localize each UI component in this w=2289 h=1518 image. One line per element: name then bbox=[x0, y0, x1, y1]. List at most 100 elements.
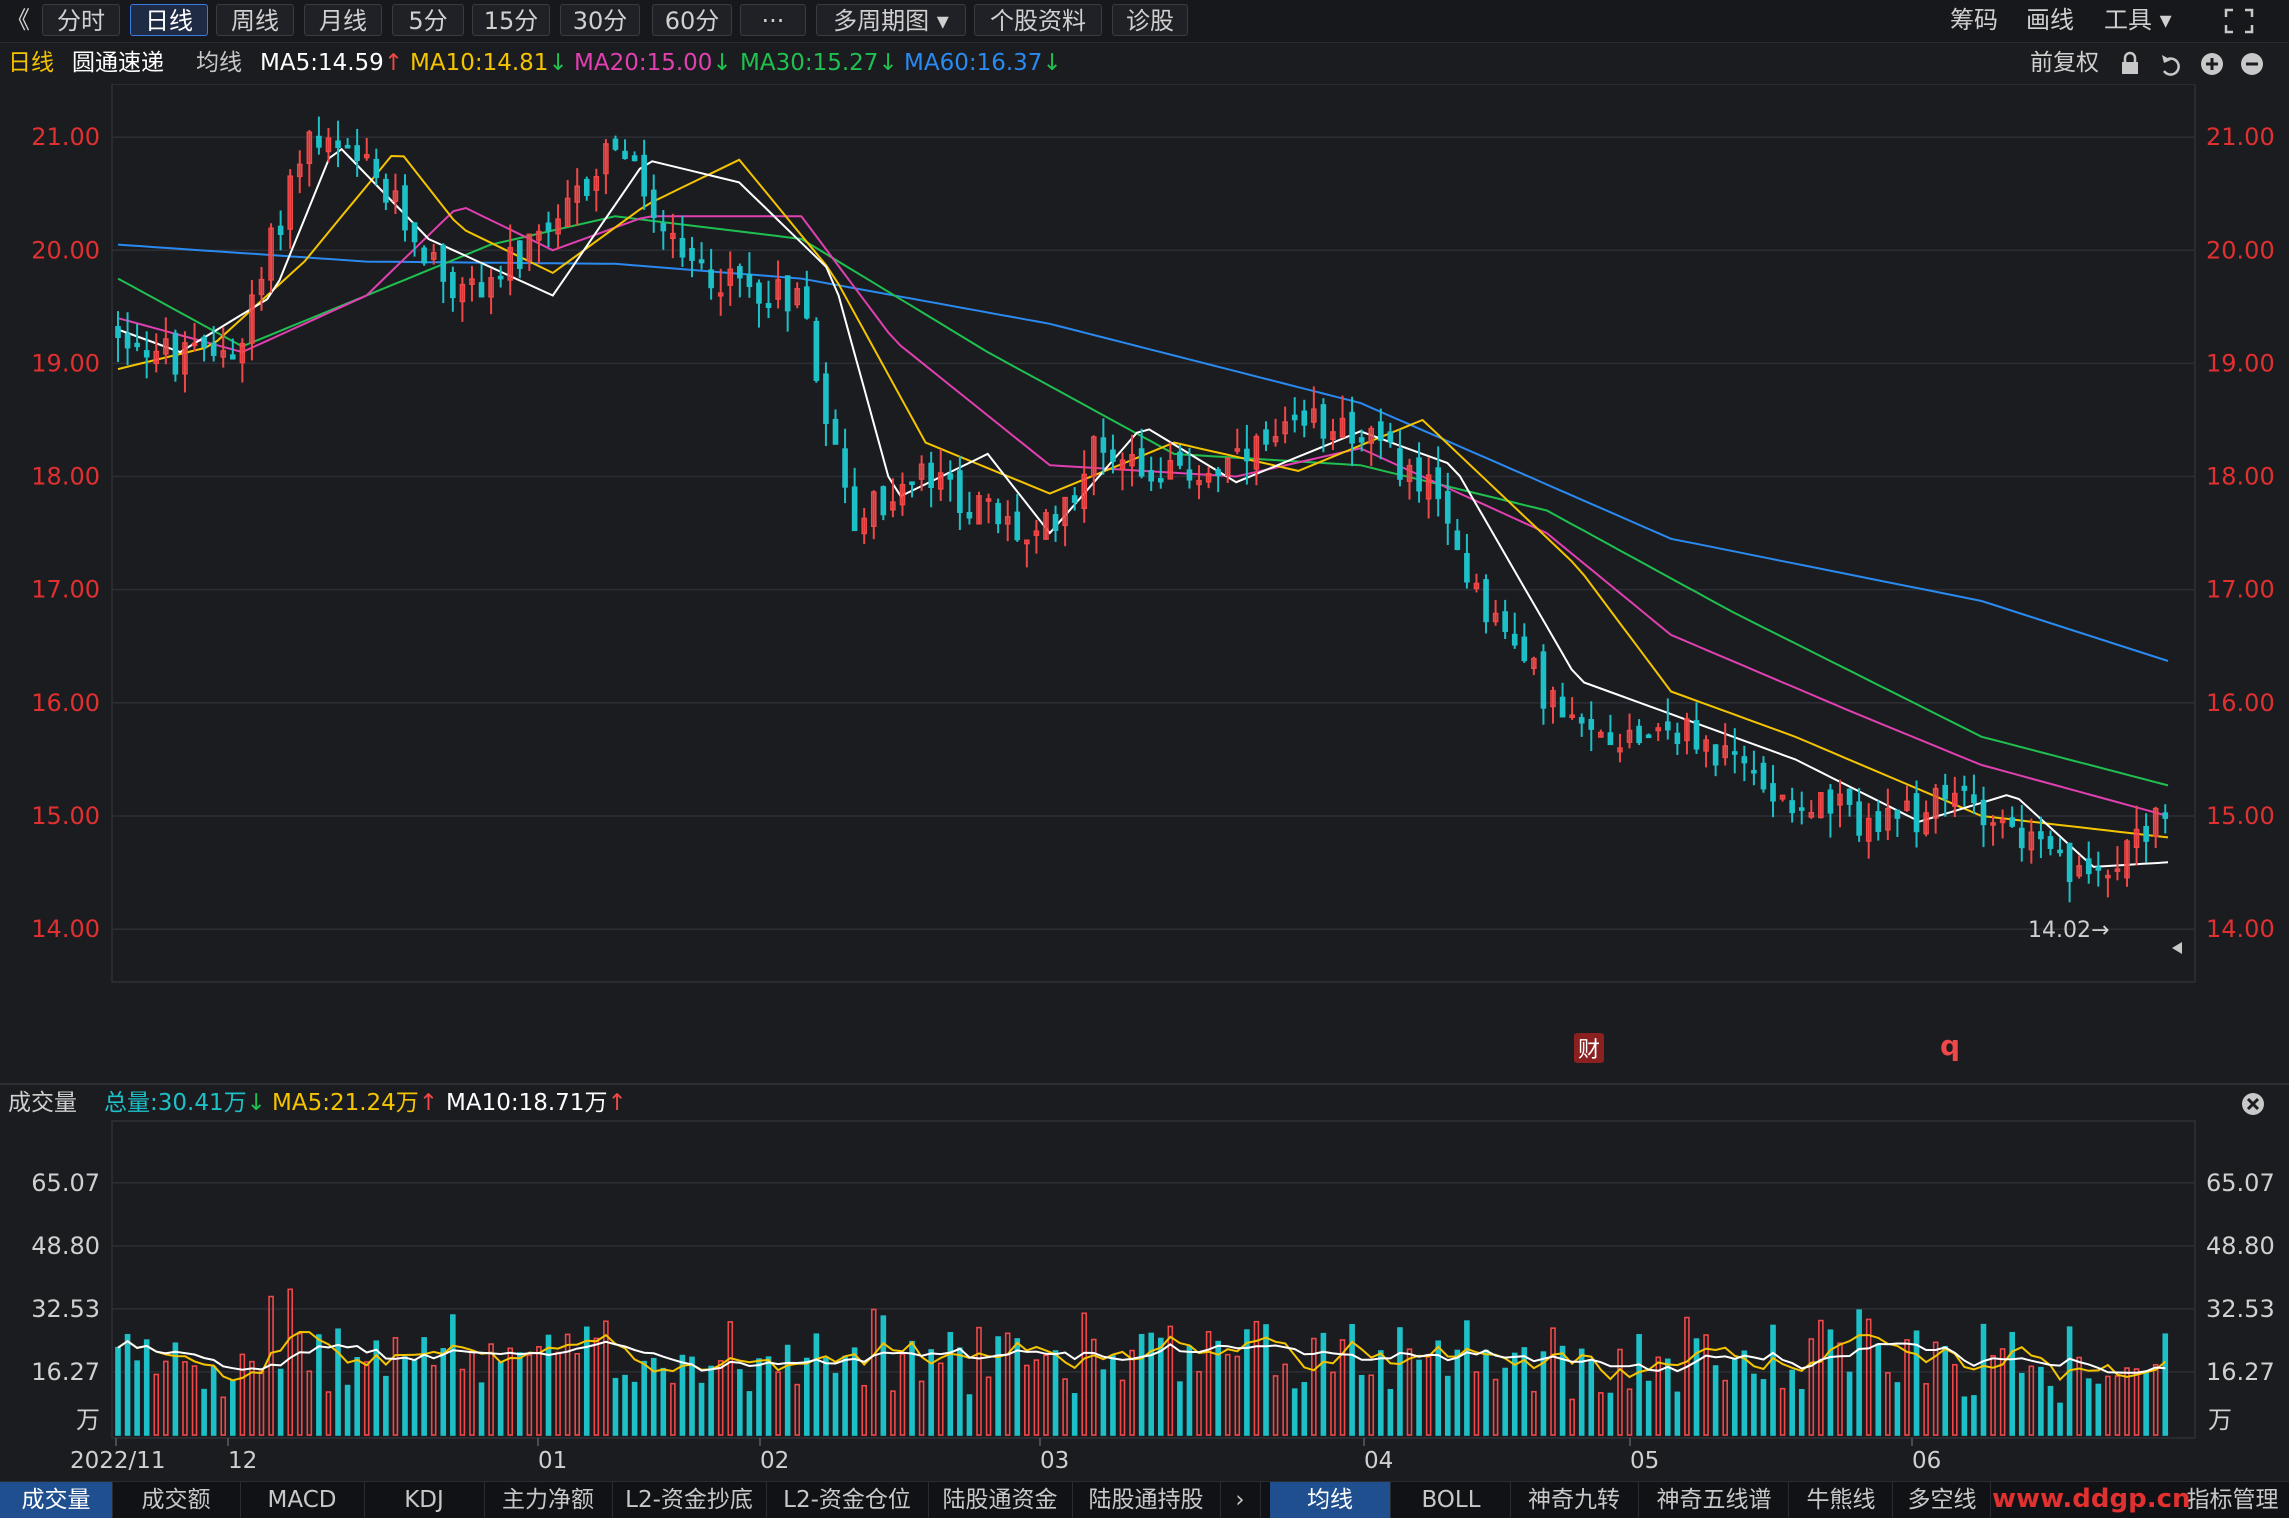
candle-body bbox=[1119, 459, 1126, 471]
candle-body bbox=[1138, 448, 1145, 477]
indicator-tab-5[interactable]: L2-资金抄底 bbox=[612, 1482, 767, 1518]
tab-intraday[interactable]: 分时 bbox=[42, 4, 120, 36]
candle-body bbox=[249, 294, 255, 344]
ma-label[interactable]: 均线 bbox=[196, 50, 242, 76]
indicator-tab-7[interactable]: 陆股通资金 bbox=[928, 1482, 1073, 1518]
indicator-tab-4[interactable]: 主力净额 bbox=[484, 1482, 613, 1518]
kline-chart-area[interactable]: 21.00 21.00 20.00 20.00 19.00 19.00 18.00 18.00… bbox=[0, 84, 2289, 1481]
volume-bar bbox=[1779, 1387, 1786, 1436]
indicator-tab-6[interactable]: L2-资金仓位 bbox=[766, 1482, 929, 1518]
price-tick-left: 15.00 bbox=[31, 802, 100, 830]
indicator-info-bar: 日线 圆通速递 均线 MA5:14.59↑ MA10:14.81↓ MA20:1… bbox=[0, 43, 2289, 83]
volume-bar bbox=[383, 1375, 389, 1436]
candle-body bbox=[1186, 469, 1193, 481]
overlay-tab-0[interactable]: 均线 bbox=[1270, 1482, 1391, 1518]
candle-body bbox=[2124, 840, 2130, 879]
overlay-tab-3[interactable]: 神奇五线谱 bbox=[1640, 1482, 1789, 1518]
volume-bar bbox=[201, 1388, 207, 1436]
candle-body bbox=[1129, 453, 1135, 467]
volume-bar bbox=[890, 1390, 896, 1436]
x-axis-label: 01 bbox=[538, 1448, 567, 1474]
watermark: www.ddgp.cn bbox=[1992, 1484, 2191, 1514]
volume-bar bbox=[2066, 1326, 2073, 1436]
zoom-in-icon[interactable] bbox=[2201, 53, 2223, 75]
volume-bar bbox=[2114, 1375, 2121, 1436]
lock-icon[interactable] bbox=[2122, 51, 2138, 74]
indicator-tab-0[interactable]: 成交量 bbox=[0, 1482, 113, 1518]
indicator-tab-3[interactable]: KDJ bbox=[364, 1482, 485, 1518]
candle-body bbox=[1856, 801, 1862, 836]
candle-body bbox=[851, 486, 858, 532]
draw-line-button[interactable]: 画线 bbox=[2026, 6, 2074, 34]
candle-body bbox=[325, 137, 332, 153]
volume-bar bbox=[459, 1368, 466, 1436]
tab-more[interactable]: ··· bbox=[740, 4, 806, 36]
volume-bar bbox=[2152, 1363, 2159, 1436]
volume-bar bbox=[124, 1333, 131, 1436]
candle-body bbox=[2133, 828, 2140, 849]
candle-body bbox=[172, 332, 179, 375]
volume-bar bbox=[392, 1336, 399, 1436]
zoom-out-icon[interactable] bbox=[2241, 53, 2263, 75]
candle-body bbox=[1320, 404, 1327, 439]
tools-button[interactable]: 工具 ▾ bbox=[2104, 6, 2172, 34]
candle-body bbox=[1961, 785, 1968, 791]
candle-body bbox=[1014, 511, 1021, 541]
tab-daily[interactable]: 日线 bbox=[130, 4, 208, 36]
adjust-mode[interactable]: 前复权 bbox=[2030, 50, 2099, 76]
candle-body bbox=[1990, 822, 1996, 826]
overlay-tab-1[interactable]: BOLL bbox=[1392, 1482, 1511, 1518]
tab-5min[interactable]: 5分 bbox=[392, 4, 464, 36]
volume-bar bbox=[1339, 1339, 1346, 1436]
candle-body bbox=[1885, 807, 1891, 831]
candle-body bbox=[1827, 789, 1834, 814]
candle-body bbox=[1837, 793, 1843, 806]
indicator-tab-1[interactable]: 成交额 bbox=[112, 1482, 241, 1518]
overlay-tab-6[interactable]: 指标管理 bbox=[2176, 1482, 2289, 1518]
overlay-tab-5[interactable]: 多空线 bbox=[1894, 1482, 1991, 1518]
candle-body bbox=[775, 279, 781, 300]
tab-15min[interactable]: 15分 bbox=[472, 4, 550, 36]
candle-body bbox=[430, 252, 437, 260]
volume-bar bbox=[1196, 1370, 1202, 1436]
volume-bar bbox=[1952, 1363, 1958, 1436]
candle-body bbox=[1205, 472, 1212, 483]
candle-body bbox=[1378, 421, 1384, 441]
volume-ma10-line bbox=[117, 1339, 2166, 1374]
candle-body bbox=[488, 277, 494, 298]
candle-body bbox=[2105, 874, 2111, 879]
candle-body bbox=[555, 218, 561, 235]
tab-stock-profile[interactable]: 个股资料 bbox=[974, 4, 1102, 36]
tab-30min[interactable]: 30分 bbox=[560, 4, 640, 36]
volume-tick-right: 16.27 bbox=[2206, 1358, 2275, 1386]
tab-multi-period[interactable]: 多周期图 ▾ bbox=[816, 4, 966, 36]
tab-weekly[interactable]: 周线 bbox=[216, 4, 294, 36]
candle-body bbox=[1358, 437, 1365, 443]
tabs-next-icon[interactable]: › bbox=[1220, 1482, 1261, 1518]
expand-icon[interactable] bbox=[2224, 8, 2254, 34]
tab-monthly[interactable]: 月线 bbox=[304, 4, 382, 36]
volume-bar bbox=[1913, 1330, 1920, 1436]
volume-bar bbox=[526, 1354, 533, 1436]
chip-button[interactable]: 筹码 bbox=[1950, 6, 1998, 34]
overlay-tab-2[interactable]: 神奇九转 bbox=[1510, 1482, 1639, 1518]
ma60-line bbox=[117, 243, 2169, 662]
indicator-tab-8[interactable]: 陆股通持股 bbox=[1072, 1482, 1221, 1518]
volume-bar bbox=[2057, 1402, 2063, 1436]
volume-bar bbox=[2076, 1356, 2082, 1436]
volume-bar bbox=[957, 1347, 963, 1436]
tab-diagnose[interactable]: 诊股 bbox=[1112, 4, 1188, 36]
volume-bar bbox=[1062, 1378, 1068, 1436]
indicator-tab-2[interactable]: MACD bbox=[240, 1482, 365, 1518]
volume-bar bbox=[1798, 1389, 1805, 1436]
volume-bar bbox=[708, 1365, 714, 1436]
back-button[interactable]: 《 bbox=[6, 6, 30, 34]
candle-body bbox=[1588, 719, 1595, 730]
price-tick-right: 19.00 bbox=[2206, 349, 2275, 377]
undo-icon[interactable] bbox=[2162, 55, 2180, 76]
tab-60min[interactable]: 60分 bbox=[652, 4, 732, 36]
overlay-tab-4[interactable]: 牛熊线 bbox=[1790, 1482, 1893, 1518]
volume-tick-right: 48.80 bbox=[2206, 1232, 2275, 1260]
volume-bar bbox=[230, 1380, 236, 1436]
close-indicator-icon[interactable] bbox=[2240, 1091, 2266, 1117]
